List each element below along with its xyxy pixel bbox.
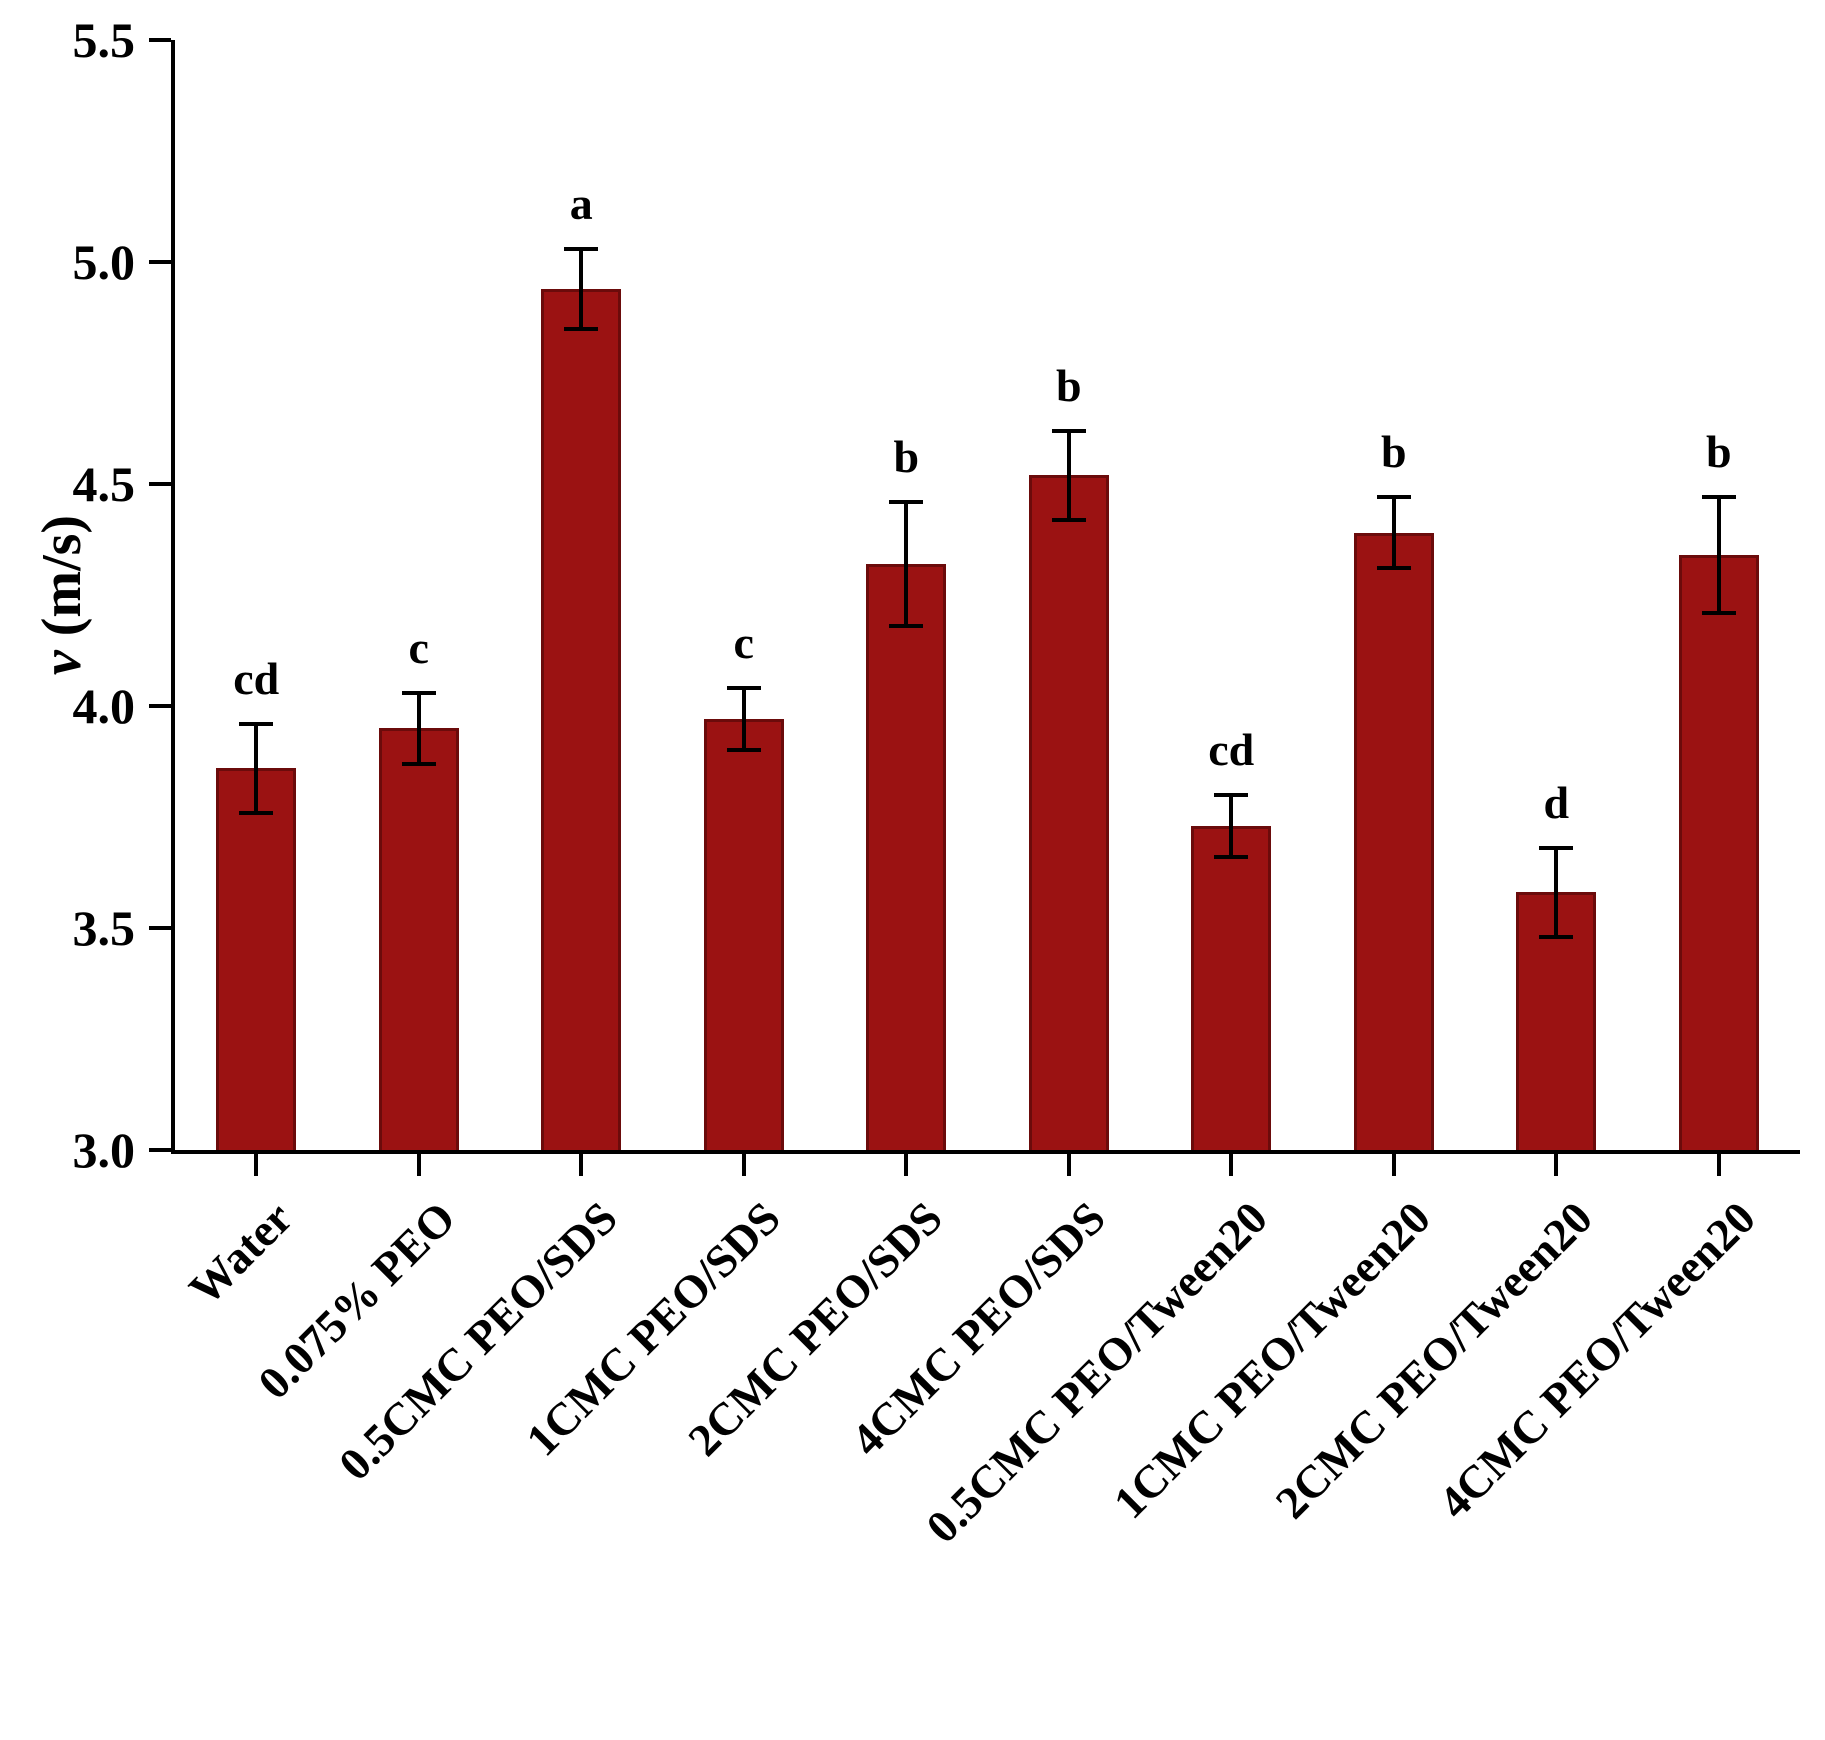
error-bar-cap-bottom [1539, 934, 1574, 939]
error-bar-cap-top [1214, 792, 1249, 797]
y-axis-title: v (m/s) [30, 515, 94, 675]
bar [866, 563, 947, 1150]
error-bar-cap-bottom [239, 810, 274, 815]
error-bar-cap-bottom [1701, 610, 1736, 615]
error-bar-cap-bottom [1214, 854, 1249, 859]
error-bar-cap-bottom [564, 326, 599, 331]
bar [378, 728, 459, 1150]
error-bar-stem [1716, 497, 1721, 613]
x-tick [1229, 1154, 1234, 1176]
x-tick [1066, 1154, 1071, 1176]
error-bar-cap-bottom [889, 624, 924, 629]
y-tick-label: 3.0 [72, 1122, 136, 1178]
error-bar-cap-top [1539, 846, 1574, 851]
y-tick [149, 1148, 171, 1152]
x-tick [904, 1154, 909, 1176]
y-tick-label: 5.5 [72, 12, 136, 68]
error-bar-stem [1066, 430, 1071, 520]
x-tick-label: 2CMC PEO/Tween20 [1265, 1191, 1603, 1529]
y-tick-label: 5.0 [72, 234, 136, 290]
error-bar-cap-top [401, 690, 436, 695]
error-bar-stem [1554, 848, 1559, 937]
significance-letter: b [893, 430, 920, 482]
x-axis-line [171, 1150, 1800, 1154]
x-tick-label: 1CMC PEO/Tween20 [1103, 1191, 1440, 1529]
significance-letter: cd [1208, 723, 1255, 775]
error-bar-cap-bottom [1376, 566, 1411, 571]
significance-letter: d [1543, 777, 1570, 829]
y-tick-label: 4.0 [72, 678, 136, 734]
error-bar-stem [254, 723, 259, 813]
plot-area: 3.0 3.5 4.0 4.5 5.0 5.5 cd Water c 0.075% PEO a 0.5… [73, 15, 1800, 1553]
error-bar-cap-top [564, 246, 599, 251]
error-bar-cap-top [239, 721, 274, 726]
error-bar-cap-top [1051, 428, 1086, 433]
y-tick-label: 4.5 [72, 456, 136, 512]
error-bar-cap-bottom [401, 761, 436, 766]
x-tick [579, 1154, 584, 1176]
y-tick [149, 704, 171, 708]
error-bar-cap-top [1701, 495, 1736, 500]
y-tick [149, 38, 171, 42]
bar [1191, 825, 1272, 1150]
bar [1516, 892, 1597, 1150]
bar [703, 719, 784, 1150]
error-bar-stem [579, 248, 584, 329]
error-bar-stem [416, 692, 421, 764]
x-tick [1554, 1154, 1559, 1176]
y-axis-title-units: (m/s) [31, 514, 93, 651]
x-tick [416, 1154, 421, 1176]
error-bar-cap-bottom [1051, 517, 1086, 522]
x-tick [254, 1154, 259, 1176]
bar [1028, 475, 1109, 1150]
bar [216, 768, 297, 1150]
significance-letter: cd [233, 652, 280, 704]
significance-letter: b [1705, 426, 1732, 478]
significance-letter: b [1380, 426, 1407, 478]
x-tick-label: Water [179, 1191, 303, 1315]
significance-letter: b [1055, 359, 1082, 411]
significance-letter: c [408, 621, 429, 673]
y-tick [149, 482, 171, 486]
bar [1678, 555, 1759, 1150]
error-bar-cap-top [889, 499, 924, 504]
bar [541, 288, 622, 1150]
x-tick-label: 4CMC PEO/Tween20 [1428, 1191, 1765, 1529]
x-tick [741, 1154, 746, 1176]
y-tick [149, 260, 171, 264]
error-bar-cap-top [1376, 495, 1411, 500]
x-tick [1391, 1154, 1396, 1176]
significance-letter: a [569, 177, 593, 229]
error-bar-stem [1229, 794, 1234, 857]
error-bar-cap-top [726, 686, 761, 691]
y-axis-title-symbol: v [31, 650, 93, 676]
x-tick-label: 0.5CMC PEO/SDS [329, 1191, 628, 1490]
significance-letter: c [733, 617, 754, 669]
bar [1353, 532, 1434, 1150]
x-tick [1716, 1154, 1721, 1176]
error-bar-stem [904, 501, 909, 627]
error-bar-cap-bottom [726, 748, 761, 753]
error-bar-stem [1391, 497, 1396, 569]
error-bar-stem [741, 688, 746, 751]
y-tick [149, 926, 171, 930]
y-axis-line [171, 40, 175, 1154]
y-tick-label: 3.5 [72, 900, 136, 956]
